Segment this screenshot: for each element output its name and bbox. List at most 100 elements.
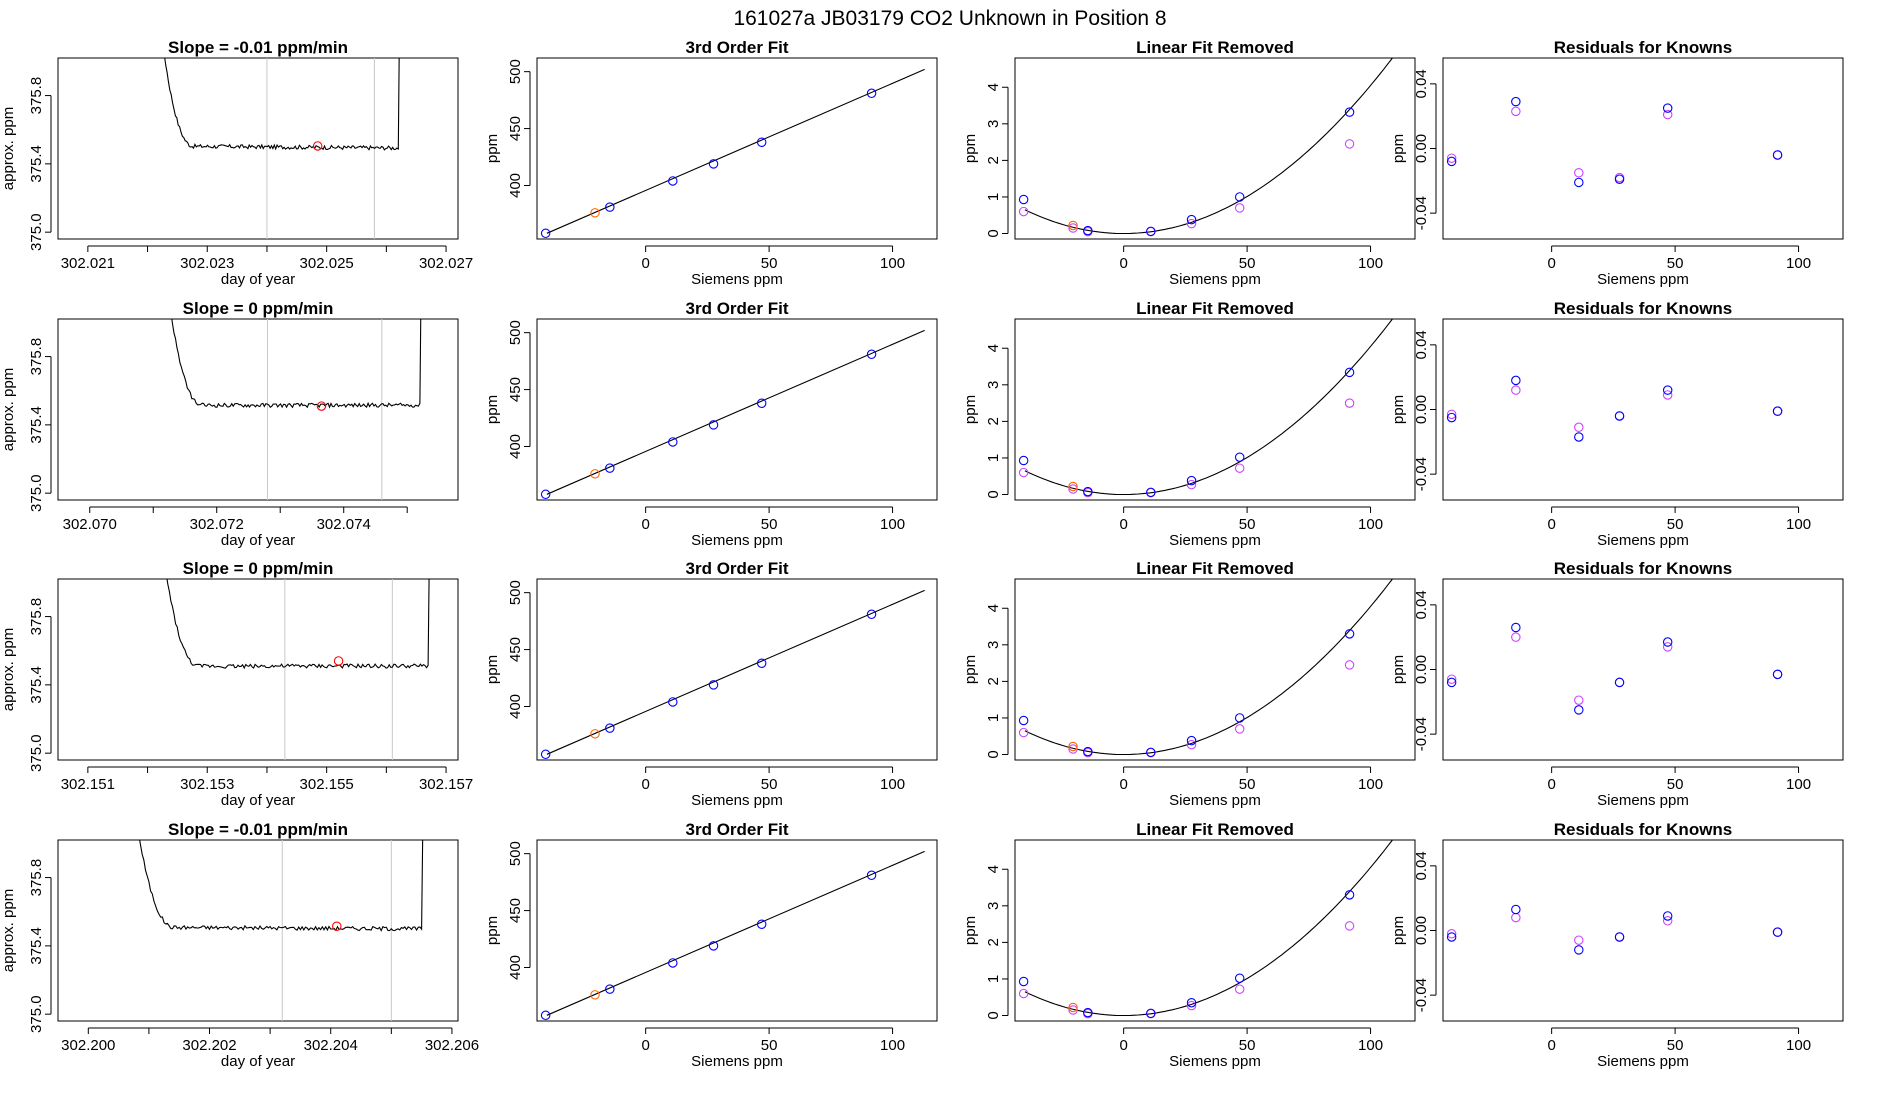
x-tick-label: 302.202 bbox=[182, 1037, 236, 1054]
x-tick-label: 302.070 bbox=[63, 516, 117, 533]
y-axis-label: approx. ppm bbox=[0, 628, 17, 711]
panel-title: 3rd Order Fit bbox=[686, 299, 789, 318]
y-axis-label: ppm bbox=[484, 395, 501, 424]
known-point bbox=[605, 202, 615, 212]
x-tick-label: 100 bbox=[1358, 255, 1383, 272]
y-tick-label: -0.04 bbox=[1413, 196, 1430, 230]
known-point bbox=[1574, 177, 1584, 188]
x-tick-label: 0 bbox=[1547, 516, 1555, 533]
known-point bbox=[1083, 1007, 1093, 1018]
x-tick-label: 0 bbox=[1547, 255, 1555, 272]
x-tick-label: 302.155 bbox=[300, 776, 354, 793]
known-point bbox=[1344, 629, 1355, 639]
fit-line bbox=[546, 589, 925, 755]
y-tick-label: 2 bbox=[985, 417, 1002, 425]
y-axis-label: ppm bbox=[962, 916, 979, 945]
fit-curve bbox=[1024, 58, 1394, 235]
known-alt-point bbox=[1234, 463, 1245, 473]
x-tick-label: 100 bbox=[880, 516, 905, 533]
mean-marker bbox=[316, 401, 327, 411]
known-point bbox=[708, 680, 719, 690]
plot-area bbox=[1018, 840, 1394, 1019]
known-point bbox=[1146, 226, 1156, 237]
panel-3-4: Residuals for Knowns 0 50 100 Siemens ppm -0.… bbox=[1390, 559, 1844, 809]
y-tick-label: 400 bbox=[507, 955, 524, 980]
known-point bbox=[1344, 107, 1355, 117]
known-alt-point bbox=[1662, 390, 1673, 400]
panel-4-2: 3rd Order Fit 0 50 100 Siemens ppm 400 450 500 p… bbox=[484, 820, 938, 1070]
y-tick-label: -0.04 bbox=[1413, 457, 1430, 491]
x-tick-label: 0 bbox=[641, 516, 649, 533]
y-tick-label: 500 bbox=[507, 320, 524, 345]
plot-frame bbox=[536, 57, 938, 240]
known-alt-point bbox=[1234, 984, 1245, 994]
y-axis-label: ppm bbox=[1390, 395, 1407, 424]
x-tick-label: 0 bbox=[1119, 1037, 1127, 1054]
x-tick-label: 0 bbox=[641, 255, 649, 272]
known-alt-point bbox=[1344, 660, 1355, 670]
plot-frame bbox=[536, 578, 938, 761]
x-tick-label: 100 bbox=[1358, 776, 1383, 793]
plot-area bbox=[166, 579, 430, 760]
known-point bbox=[866, 609, 877, 620]
known-point bbox=[605, 723, 615, 733]
x-axis-label: Siemens ppm bbox=[691, 792, 783, 809]
y-tick-label: 4 bbox=[985, 83, 1002, 91]
x-tick-label: 50 bbox=[1239, 1037, 1256, 1054]
known-point bbox=[1083, 746, 1093, 757]
known-point bbox=[540, 749, 551, 760]
y-tick-label: 375.4 bbox=[28, 145, 45, 183]
known-point bbox=[1772, 669, 1783, 680]
x-tick-label: 302.204 bbox=[304, 1037, 358, 1054]
y-tick-label: 0.00 bbox=[1413, 395, 1430, 424]
panel-2-3: Linear Fit Removed 0 50 100 Siemens ppm 0 1 2 3 4… bbox=[962, 299, 1416, 549]
y-axis-label: approx. ppm bbox=[0, 889, 17, 972]
known-alt-point bbox=[1574, 695, 1584, 705]
plot-frame bbox=[1014, 578, 1416, 761]
plot-frame bbox=[1014, 57, 1416, 240]
plot-area bbox=[139, 840, 424, 1021]
known-point bbox=[1662, 911, 1673, 921]
y-tick-label: 3 bbox=[985, 381, 1002, 389]
y-tick-label: -0.04 bbox=[1413, 717, 1430, 751]
panel-title: Slope = -0.01 ppm/min bbox=[168, 38, 348, 57]
y-tick-label: 0.00 bbox=[1413, 916, 1430, 945]
x-tick-label: 302.021 bbox=[61, 255, 115, 272]
x-tick-label: 0 bbox=[641, 1037, 649, 1054]
known-point bbox=[708, 159, 719, 169]
panel-title: Residuals for Knowns bbox=[1554, 38, 1733, 57]
y-tick-label: 1 bbox=[985, 193, 1002, 201]
y-tick-label: 375.4 bbox=[28, 406, 45, 444]
x-tick-label: 302.153 bbox=[180, 776, 234, 793]
x-tick-label: 100 bbox=[880, 776, 905, 793]
known-point bbox=[1772, 927, 1783, 937]
known-point bbox=[668, 958, 678, 968]
y-axis-label: ppm bbox=[962, 134, 979, 163]
plot-area bbox=[1446, 904, 1783, 955]
fit-line bbox=[546, 329, 925, 495]
x-tick-label: 302.151 bbox=[61, 776, 115, 793]
known-point bbox=[1614, 677, 1625, 688]
y-tick-label: 0.00 bbox=[1413, 655, 1430, 684]
panel-1-4: Residuals for Knowns 0 50 100 Siemens ppm -0.… bbox=[1390, 38, 1844, 288]
known-point bbox=[756, 137, 767, 147]
x-tick-label: 302.027 bbox=[419, 255, 473, 272]
y-tick-label: 3 bbox=[985, 120, 1002, 128]
plot-area bbox=[1446, 622, 1783, 715]
x-tick-label: 50 bbox=[761, 255, 778, 272]
known-alt-point bbox=[1068, 744, 1078, 754]
y-axis-label: ppm bbox=[1390, 916, 1407, 945]
y-tick-label: 0.04 bbox=[1413, 69, 1430, 98]
y-tick-label: 375.0 bbox=[28, 474, 45, 512]
panel-title: Residuals for Knowns bbox=[1554, 820, 1733, 839]
unknown-point bbox=[590, 469, 600, 479]
x-tick-label: 0 bbox=[1119, 255, 1127, 272]
x-axis-label: day of year bbox=[221, 1053, 295, 1070]
mean-marker bbox=[312, 141, 323, 151]
x-tick-label: 100 bbox=[1786, 776, 1811, 793]
fit-curve bbox=[1024, 579, 1394, 756]
x-tick-label: 50 bbox=[1667, 1037, 1684, 1054]
known-point bbox=[866, 349, 877, 360]
x-axis-label: Siemens ppm bbox=[1597, 1053, 1689, 1070]
